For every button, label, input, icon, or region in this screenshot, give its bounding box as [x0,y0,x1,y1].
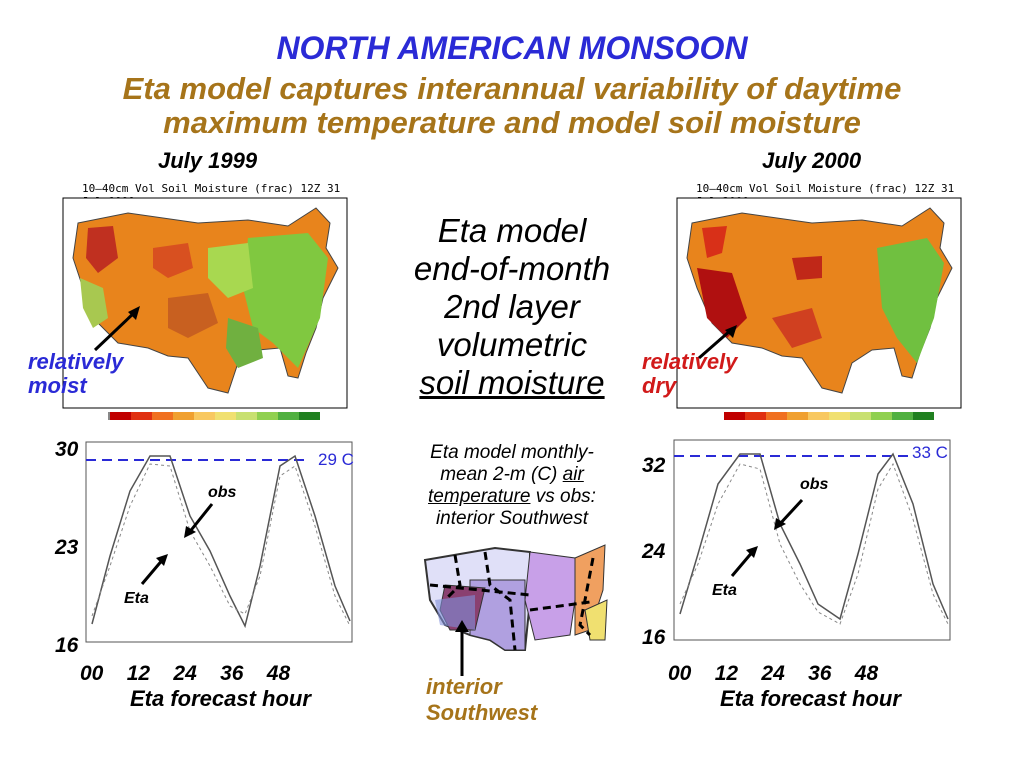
left-x-ticks: 00 12 24 36 48 [80,662,291,685]
center-desc-line2: end-of-month [413,250,611,287]
dry-arrow-icon [698,325,737,360]
center-desc-line1: Eta model [437,212,587,249]
center-desc-line5: soil moisture [419,364,605,401]
left-eta-label: Eta [124,590,149,607]
right-obs-label: obs [800,476,829,493]
right-x-title: Eta forecast hour [720,686,901,711]
left-y-top: 30 [55,438,79,461]
right-x-ticks: 00 12 24 36 48 [668,662,879,685]
right-y-mid: 24 [642,540,666,563]
right-soil-moisture-map: 10–40cm Vol Soil Moisture (frac) 12Z 31 … [672,178,964,422]
temp-desc-line4: interior Southwest [435,508,589,529]
left-x-title: Eta forecast hour [130,686,311,711]
moist-annotation-line2: moist [28,373,87,398]
temp-desc-line2: mean 2-m (C) air [440,464,584,485]
left-eta-arrow-icon [140,554,168,585]
right-obs-arrow-icon [774,498,804,530]
right-temp-reference: 33 C [912,443,948,462]
left-y-mid: 23 [55,536,79,559]
right-eta-label: Eta [712,582,737,599]
dry-annotation-line2: dry [642,373,677,398]
right-temperature-chart [673,439,951,641]
left-temp-reference: 29 C [318,450,354,469]
center-description: Eta model end-of-month 2nd layer volumet… [392,212,632,402]
dry-annotation: relatively dry [642,350,737,398]
left-soil-moisture-map: 10–40cm Vol Soil Moisture (frac) 12Z 31 … [58,178,350,422]
temp-desc-line3: temperature vs obs: [428,486,596,507]
region-annotation: interior Southwest [426,674,537,726]
region-annotation-line1: interior [426,674,502,699]
right-panel-label: July 2000 [762,148,862,173]
center-desc-line3: 2nd layer [444,288,580,325]
slide-subtitle-line2: maximum temperature and model soil moist… [163,105,861,140]
left-panel-label: July 1999 [158,148,258,173]
right-map-colorbar [724,412,934,420]
right-y-top: 32 [642,454,666,477]
slide-subtitle-line1: Eta model captures interannual variabili… [122,71,902,106]
center-desc-line4: volumetric [436,326,588,363]
moist-arrow-icon [93,306,140,352]
left-map-colorbar [110,412,320,420]
right-y-bot: 16 [642,626,666,649]
temp-desc-line1: Eta model monthly- [430,442,594,463]
left-obs-label: obs [208,484,237,501]
region-map-graphic [423,544,608,651]
region-annotation-line2: Southwest [426,700,538,725]
moist-annotation-line1: relatively [28,349,124,374]
region-arrow-icon [455,620,469,676]
left-temperature-chart [85,441,353,643]
dry-annotation-line1: relatively [642,349,738,374]
left-y-bot: 16 [55,634,79,657]
right-map-graphic [676,197,962,409]
slide-title: NORTH AMERICAN MONSOON [276,30,748,66]
right-eta-arrow-icon [730,546,758,577]
left-obs-arrow-icon [184,503,214,538]
center-temp-description: Eta model monthly- mean 2-m (C) air temp… [392,442,632,530]
moist-annotation: relatively moist [28,350,123,398]
